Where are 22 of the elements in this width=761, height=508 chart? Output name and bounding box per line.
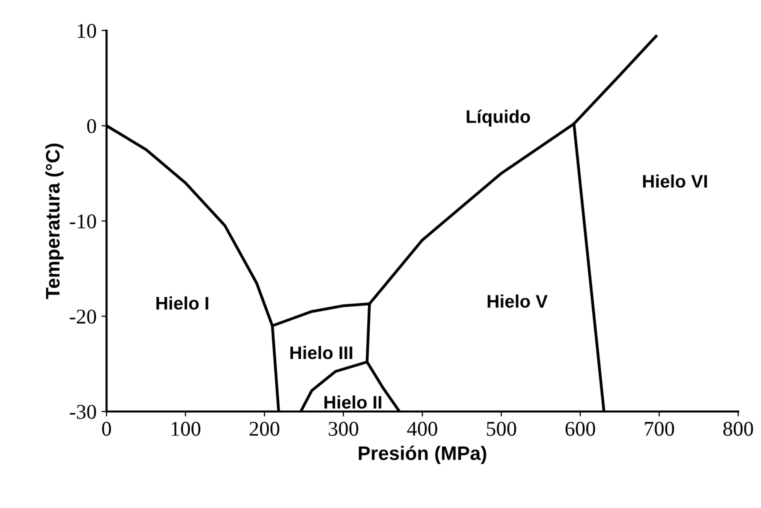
- y-tick-label: 0: [87, 119, 96, 134]
- y-tick-label: -30: [70, 404, 96, 419]
- y-tick-label: -10: [70, 214, 96, 228]
- y-axis-title: Temperatura (°C): [45, 144, 64, 300]
- x-tick-label: 700: [644, 422, 674, 436]
- annotation: Hielo V: [488, 294, 548, 308]
- y-tick-label: 10: [78, 24, 96, 38]
- annotation: Hielo I: [156, 296, 208, 310]
- x-tick-label: 0: [102, 422, 111, 436]
- annotation: Hielo VI: [643, 174, 707, 188]
- x-tick-label: 600: [566, 422, 596, 436]
- x-axis-title: Presión (MPa): [358, 446, 486, 464]
- annotation: Líquido: [466, 110, 530, 127]
- annotation: Hielo III: [290, 346, 352, 360]
- y-tick-label: -20: [70, 310, 96, 324]
- x-tick-label: 200: [250, 422, 280, 436]
- x-tick-label: 500: [486, 422, 516, 436]
- x-tick-label: 300: [328, 422, 358, 436]
- x-tick-label: 800: [723, 422, 753, 436]
- x-tick-label: 100: [172, 422, 200, 436]
- annotation: Hielo II: [324, 395, 382, 409]
- x-tick-label: 400: [407, 422, 438, 436]
